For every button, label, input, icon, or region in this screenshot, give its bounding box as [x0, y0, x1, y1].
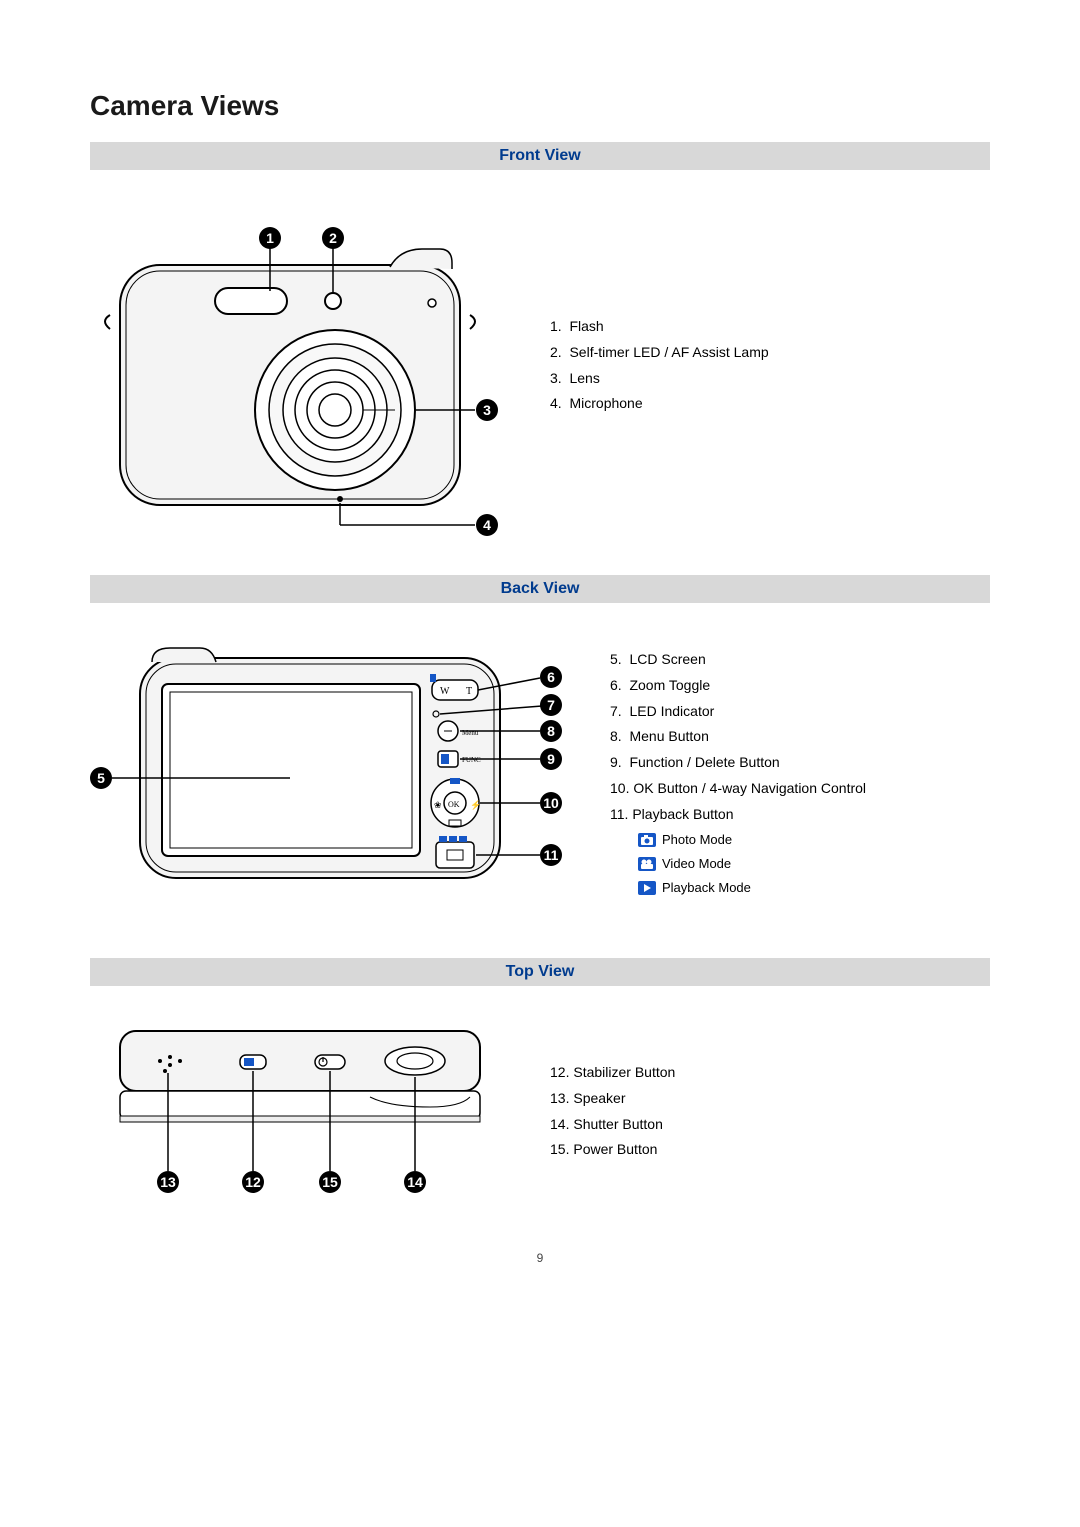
list-item: 15. Power Button	[550, 1138, 675, 1162]
list-item: 7. LED Indicator	[610, 700, 866, 724]
section-header-top: Top View	[90, 958, 990, 986]
callout-15: 15	[319, 1171, 341, 1193]
callout-8: 8	[540, 720, 562, 742]
svg-text:⚡: ⚡	[470, 799, 481, 811]
callout-10: 10	[540, 792, 562, 814]
list-item: 2. Self-timer LED / AF Assist Lamp	[550, 341, 769, 365]
list-item: 3. Lens	[550, 367, 769, 391]
top-view-list: 12. Stabilizer Button 13. Speaker 14. Sh…	[550, 1061, 675, 1164]
video-icon	[638, 857, 656, 871]
list-item: 12. Stabilizer Button	[550, 1061, 675, 1085]
mode-video: Video Mode	[638, 853, 866, 875]
front-view-diagram: 1 2 3 4	[90, 185, 510, 535]
list-item: 8. Menu Button	[610, 725, 866, 749]
svg-text:T: T	[466, 686, 472, 697]
back-view-list: 5. LCD Screen 6. Zoom Toggle 7. LED Indi…	[610, 648, 866, 901]
callout-14: 14	[404, 1171, 426, 1193]
page-title: Camera Views	[90, 90, 990, 122]
svg-text:FUNC: FUNC	[462, 756, 481, 764]
top-view-section: 13 12 15 14 12. Stabilizer Button 13. Sp…	[90, 1001, 990, 1211]
svg-text:OK: OK	[448, 800, 460, 809]
list-item: 10. OK Button / 4-way Navigation Control	[610, 777, 866, 801]
page-number: 9	[90, 1251, 990, 1265]
mode-label: Photo Mode	[662, 829, 732, 851]
list-item: 5. LCD Screen	[610, 648, 866, 672]
camera-icon	[638, 833, 656, 847]
front-view-section: 1 2 3 4 1. Flash 2. Self-timer LED / AF …	[90, 185, 990, 535]
callout-5: 5	[90, 767, 112, 789]
play-icon	[638, 881, 656, 895]
top-view-diagram: 13 12 15 14	[90, 1001, 510, 1211]
mode-photo: Photo Mode	[638, 829, 866, 851]
callout-2: 2	[322, 227, 344, 249]
callout-7: 7	[540, 694, 562, 716]
list-item: 6. Zoom Toggle	[610, 674, 866, 698]
list-item: 4. Microphone	[550, 392, 769, 416]
front-view-list: 1. Flash 2. Self-timer LED / AF Assist L…	[550, 315, 769, 418]
section-header-back: Back View	[90, 575, 990, 603]
mode-label: Playback Mode	[662, 877, 751, 899]
back-view-section: W T Menu FUNC OK ❀ ⚡	[90, 618, 990, 918]
list-item: 13. Speaker	[550, 1087, 675, 1111]
list-item: 14. Shutter Button	[550, 1113, 675, 1137]
mode-playback: Playback Mode	[638, 877, 866, 899]
svg-text:❀: ❀	[434, 800, 442, 810]
back-view-diagram: W T Menu FUNC OK ❀ ⚡	[90, 618, 570, 918]
callout-12: 12	[242, 1171, 264, 1193]
svg-text:Menu: Menu	[462, 729, 479, 737]
section-header-front: Front View	[90, 142, 990, 170]
svg-text:W: W	[440, 686, 450, 697]
callout-9: 9	[540, 748, 562, 770]
callout-1: 1	[259, 227, 281, 249]
callout-6: 6	[540, 666, 562, 688]
list-item: 9. Function / Delete Button	[610, 751, 866, 775]
callout-11: 11	[540, 844, 562, 866]
list-item: 11. Playback Button	[610, 803, 866, 827]
mode-label: Video Mode	[662, 853, 731, 875]
callout-13: 13	[157, 1171, 179, 1193]
callout-4: 4	[476, 514, 498, 536]
callout-3: 3	[476, 399, 498, 421]
mode-list: Photo Mode Video Mode Playback Mode	[638, 829, 866, 899]
list-item: 1. Flash	[550, 315, 769, 339]
